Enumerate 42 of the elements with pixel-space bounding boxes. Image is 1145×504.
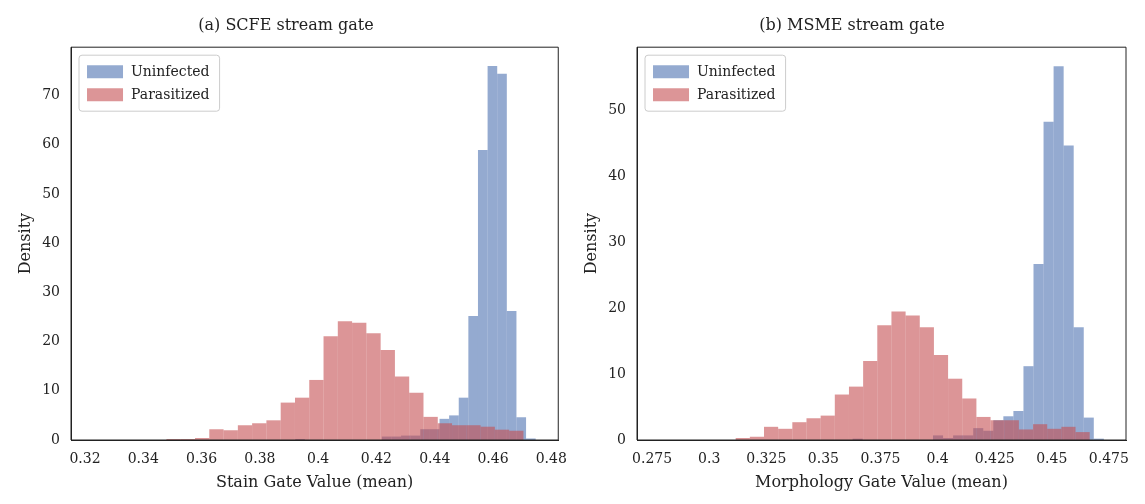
x-tick-label: 0.4 (307, 450, 330, 467)
x-tick-label: 0.3 (698, 450, 721, 467)
x-axis-title: Stain Gate Value (mean) (215, 471, 414, 491)
y-tick-label: 30 (42, 282, 61, 299)
y-tick-label: 0 (617, 430, 627, 447)
x-tick-label: 0.44 (419, 450, 451, 467)
y-tick-label: 20 (42, 332, 61, 349)
x-tick-label: 0.35 (807, 450, 839, 467)
x-tick-label: 0.38 (244, 450, 276, 467)
x-tick-label: 0.32 (69, 450, 101, 467)
legend-label: Uninfected (697, 62, 776, 79)
y-tick-label: 40 (42, 233, 61, 250)
x-tick-label: 0.425 (974, 450, 1015, 467)
chart-title: (b) MSME stream gate (759, 14, 945, 34)
x-tick-label: 0.475 (1088, 450, 1129, 467)
x-tick-label: 0.325 (746, 450, 787, 467)
y-tick-label: 30 (608, 232, 627, 249)
y-tick-label: 50 (608, 101, 627, 118)
y-tick-label: 20 (608, 298, 627, 315)
x-tick-label: 0.4 (926, 450, 949, 467)
y-tick-label: 0 (51, 430, 61, 447)
y-tick-label: 70 (42, 86, 61, 103)
x-tick-label: 0.275 (632, 450, 673, 467)
x-tick-label: 0.375 (860, 450, 901, 467)
y-axis-title: Density (580, 212, 600, 275)
legend-label: Uninfected (131, 62, 210, 79)
y-axis-title: Density (14, 212, 34, 275)
x-tick-label: 0.46 (477, 450, 509, 467)
chart-title: (a) SCFE stream gate (198, 14, 374, 34)
legend-label: Parasitized (697, 85, 776, 102)
x-axis-title: Morphology Gate Value (mean) (755, 471, 1008, 491)
x-tick-label: 0.42 (360, 450, 393, 467)
x-tick-label: 0.36 (185, 450, 218, 467)
y-tick-label: 10 (42, 381, 61, 398)
x-tick-label: 0.34 (127, 450, 159, 467)
y-tick-label: 50 (42, 184, 61, 201)
y-tick-label: 10 (608, 364, 627, 381)
legend-label: Parasitized (131, 85, 210, 102)
y-tick-label: 40 (608, 167, 627, 184)
x-tick-label: 0.45 (1036, 450, 1068, 467)
x-tick-label: 0.48 (535, 450, 567, 467)
y-tick-label: 60 (42, 135, 61, 152)
